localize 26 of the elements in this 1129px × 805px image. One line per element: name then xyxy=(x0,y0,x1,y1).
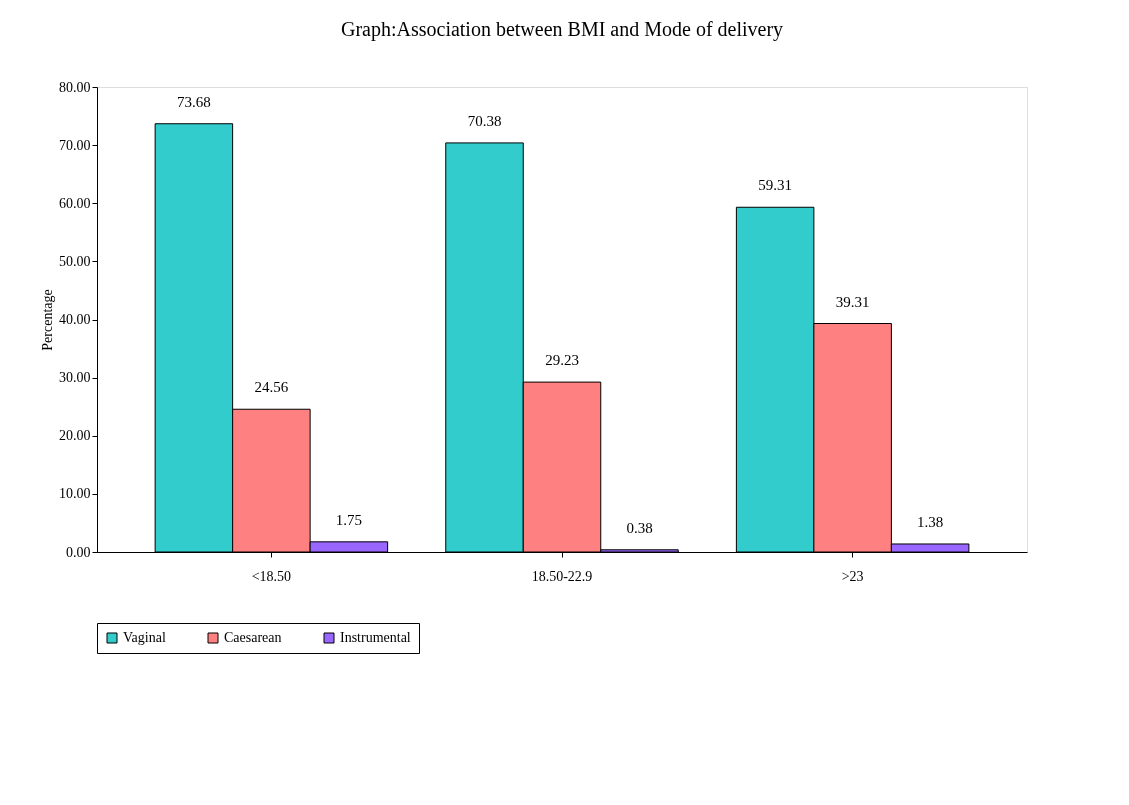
y-tick-label: 10.00 xyxy=(59,486,91,502)
y-tick-label: 0.00 xyxy=(66,544,91,560)
data-label: 29.23 xyxy=(545,352,579,369)
legend-label: Instrumental xyxy=(340,630,411,645)
y-tick-label: 20.00 xyxy=(59,428,91,444)
data-label: 59.31 xyxy=(758,177,792,194)
data-label: 1.75 xyxy=(335,511,362,528)
y-tick-label: 80.00 xyxy=(59,79,91,95)
chart-title: Graph:Association between BMI and Mode of delivery xyxy=(340,18,784,41)
x-tick-label: <18.50 xyxy=(251,568,292,584)
data-label: 39.31 xyxy=(835,293,870,310)
y-tick-label: 60.00 xyxy=(59,195,91,211)
data-label: 73.68 xyxy=(177,93,211,110)
x-tick-label: >23 xyxy=(841,568,864,584)
data-label: 0.38 xyxy=(626,519,653,536)
data-label: 70.38 xyxy=(467,112,502,129)
legend-label: Caesarean xyxy=(224,630,282,645)
data-label: 24.56 xyxy=(254,379,289,396)
y-tick-label: 30.00 xyxy=(59,370,91,386)
y-axis-title: Percentage xyxy=(40,289,55,351)
data-label: 1.38 xyxy=(917,513,944,530)
y-tick-label: 40.00 xyxy=(59,312,91,327)
legend-label: Vaginal xyxy=(123,630,166,645)
x-tick-label: 18.50-22.9 xyxy=(531,568,593,584)
y-tick-label: 70.00 xyxy=(59,137,91,153)
y-tick-label: 50.00 xyxy=(59,253,91,269)
